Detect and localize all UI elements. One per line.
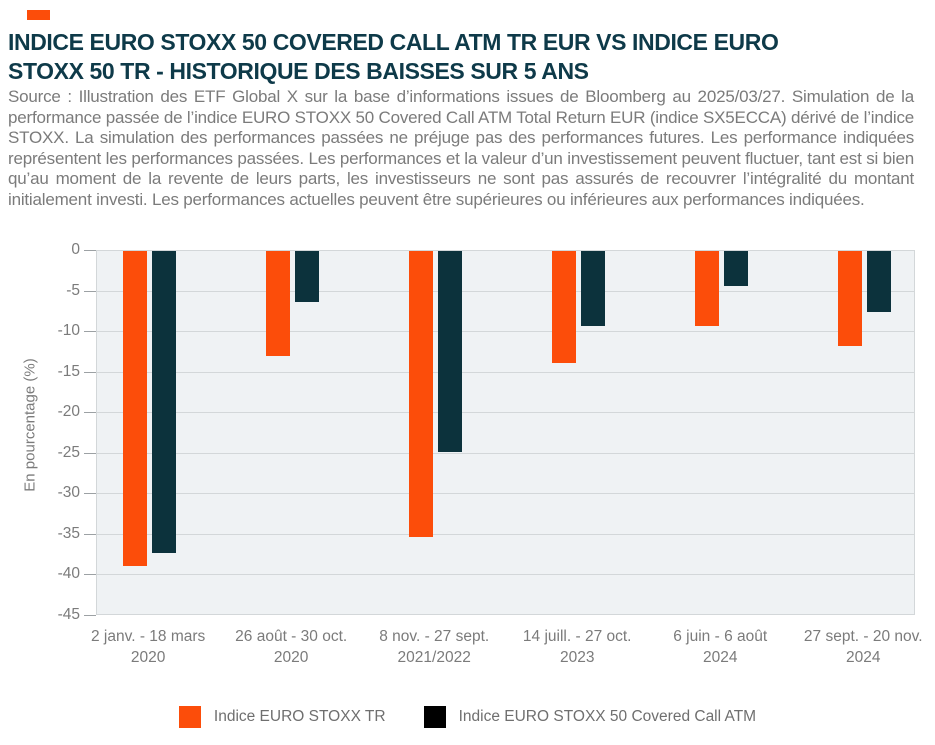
y-tick-label: -20	[57, 403, 80, 421]
y-tick-mark	[84, 452, 96, 454]
x-category-label-line: 26 août - 30 oct.	[235, 628, 348, 645]
chart-legend: Indice EURO STOXX TR Indice EURO STOXX 50…	[0, 706, 935, 728]
bar-indice-euro-stoxx-50-covered-call-atm	[151, 251, 176, 553]
y-tick-label: -25	[57, 443, 80, 461]
x-category-label-line: 2024	[845, 649, 881, 666]
bar-indice-euro-stoxx-tr	[551, 251, 576, 363]
bar-indice-euro-stoxx-50-covered-call-atm	[437, 251, 462, 453]
gridline	[97, 371, 914, 373]
legend-swatch-icon	[423, 706, 446, 728]
y-tick-mark	[84, 615, 96, 616]
page-title: INDICE EURO STOXX 50 COVERED CALL ATM TR…	[8, 28, 918, 86]
legend-item: Indice EURO STOXX TR	[178, 706, 386, 728]
gridline	[97, 331, 914, 333]
gridline	[97, 493, 914, 495]
y-tick-mark	[84, 574, 96, 576]
bar-indice-euro-stoxx-tr	[694, 251, 719, 327]
bar-indice-euro-stoxx-tr	[837, 251, 862, 346]
bar-indice-euro-stoxx-50-covered-call-atm	[723, 251, 748, 286]
x-category-label: 8 nov. - 27 sept. 2021/2022	[344, 626, 524, 668]
source-disclaimer: Source : Illustration des ETF Global X s…	[8, 87, 914, 209]
gridline	[97, 290, 914, 292]
y-tick-label: 0	[71, 241, 80, 258]
x-category-label: 6 juin - 6 août 2024	[630, 626, 810, 668]
x-category-label-line: 27 sept. - 20 nov.	[803, 628, 923, 645]
x-category-label-line: 2021/2022	[397, 649, 471, 666]
x-category-label: 27 sept. - 20 nov. 2024	[773, 626, 935, 668]
x-category-label: 2 janv. - 18 mars 2020	[58, 626, 238, 668]
gridline	[97, 574, 914, 576]
y-tick-label: -10	[57, 322, 80, 340]
y-tick-mark	[84, 493, 96, 495]
x-category-label-line: 2020	[130, 649, 166, 666]
x-category-label: 14 juill. - 27 oct. 2023	[487, 626, 667, 668]
brand-mark-icon	[27, 10, 50, 20]
y-tick-label: -5	[66, 281, 80, 299]
x-category-label-line: 2024	[702, 649, 738, 666]
y-tick-label: -35	[57, 524, 80, 542]
legend-swatch-icon	[178, 706, 201, 728]
gridline	[97, 412, 914, 414]
bar-indice-euro-stoxx-tr	[408, 251, 433, 537]
bar-indice-euro-stoxx-50-covered-call-atm	[580, 251, 605, 327]
y-tick-mark	[84, 533, 96, 535]
legend-label: Indice EURO STOXX 50 Covered Call ATM	[458, 708, 757, 725]
x-category-label-line: 2023	[559, 649, 595, 666]
legend-item: Indice EURO STOXX 50 Covered Call ATM	[423, 706, 757, 728]
y-tick-label: -45	[57, 606, 80, 623]
x-category-label-line: 2020	[273, 649, 309, 666]
bar-indice-euro-stoxx-tr	[265, 251, 290, 357]
plot-area	[96, 250, 915, 615]
gridline	[97, 452, 914, 454]
page-title-line1: INDICE EURO STOXX 50 COVERED CALL ATM TR…	[8, 29, 779, 55]
y-tick-mark	[84, 371, 96, 373]
x-category-label-line: 8 nov. - 27 sept.	[379, 628, 490, 645]
y-tick-label: -15	[57, 362, 80, 380]
legend-label: Indice EURO STOXX TR	[213, 708, 386, 725]
y-tick-mark	[84, 290, 96, 292]
x-category-label-line: 6 juin - 6 août	[673, 628, 768, 645]
y-tick-mark	[84, 412, 96, 414]
bar-indice-euro-stoxx-tr	[122, 251, 147, 566]
y-tick-mark	[84, 250, 96, 251]
x-category-label-line: 14 juill. - 27 oct.	[522, 628, 632, 645]
gridline	[97, 533, 914, 535]
page-title-line2: STOXX 50 TR - HISTORIQUE DES BAISSES SUR…	[8, 58, 589, 84]
bar-indice-euro-stoxx-50-covered-call-atm	[866, 251, 891, 312]
x-category-label: 26 août - 30 oct. 2020	[201, 626, 381, 668]
y-tick-label: -30	[57, 484, 80, 502]
y-tick-mark	[84, 331, 96, 333]
x-category-label-line: 2 janv. - 18 mars	[91, 628, 206, 645]
bar-indice-euro-stoxx-50-covered-call-atm	[294, 251, 319, 303]
y-tick-label: -40	[57, 565, 80, 583]
